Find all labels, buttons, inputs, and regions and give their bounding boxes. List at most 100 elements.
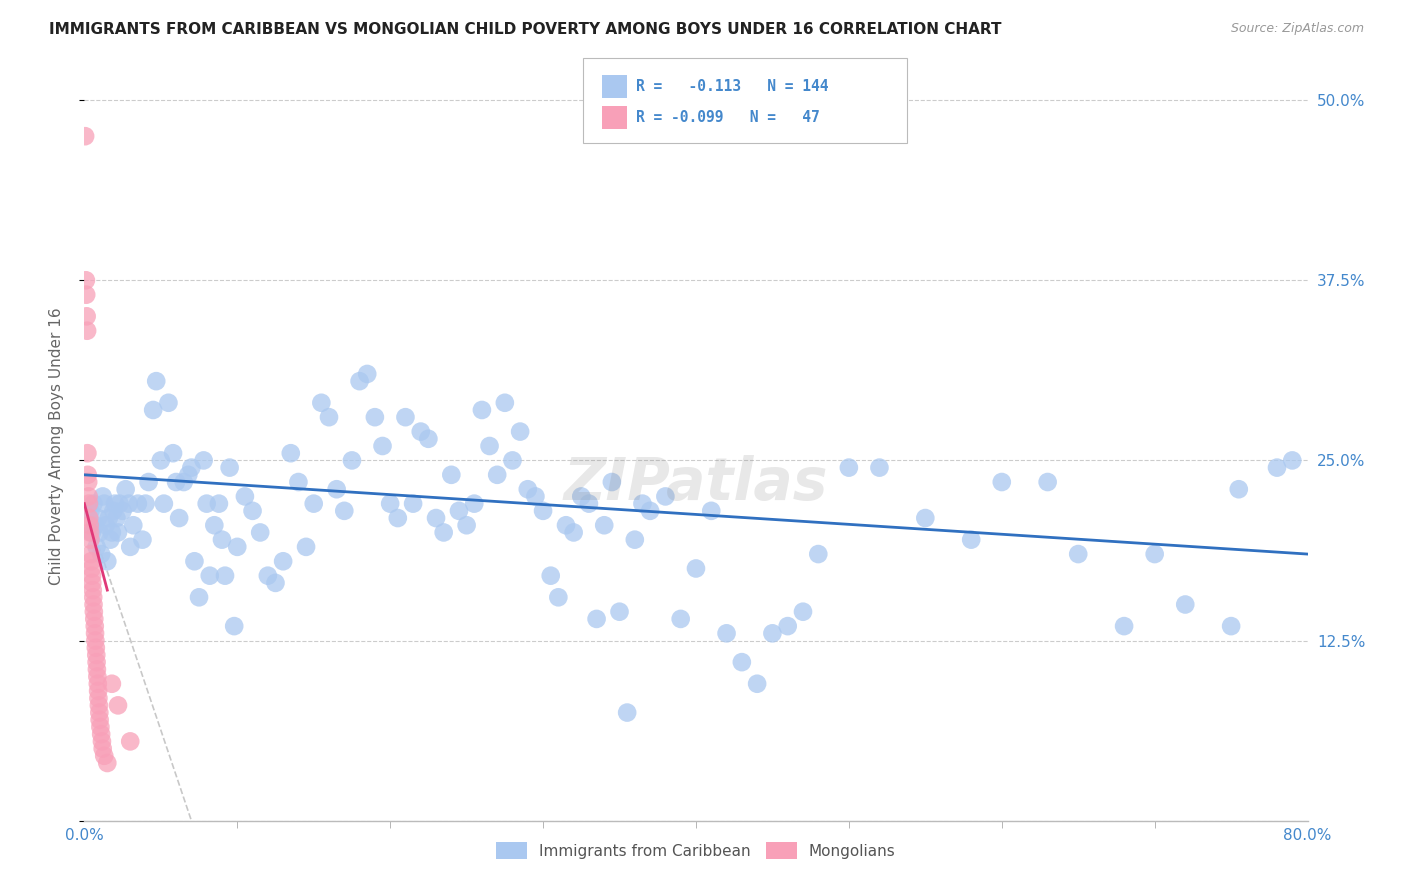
Point bbox=[89, 713, 111, 727]
Point bbox=[96, 554, 118, 568]
Point bbox=[80, 525, 103, 540]
Point bbox=[440, 467, 463, 482]
Legend: Immigrants from Caribbean, Mongolians: Immigrants from Caribbean, Mongolians bbox=[491, 836, 901, 865]
Point bbox=[685, 561, 707, 575]
Point bbox=[122, 518, 145, 533]
Point bbox=[180, 460, 202, 475]
Point bbox=[578, 497, 600, 511]
Point bbox=[114, 482, 136, 496]
Point bbox=[79, 518, 101, 533]
Point bbox=[84, 640, 107, 655]
Point bbox=[226, 540, 249, 554]
Point bbox=[214, 568, 236, 582]
Point bbox=[76, 446, 98, 460]
Point bbox=[616, 706, 638, 720]
Point bbox=[463, 497, 485, 511]
Point bbox=[111, 504, 134, 518]
Point bbox=[82, 591, 104, 605]
Point bbox=[202, 518, 225, 533]
Point bbox=[340, 453, 363, 467]
Point bbox=[547, 591, 569, 605]
Point bbox=[118, 497, 141, 511]
Point bbox=[183, 554, 205, 568]
Point bbox=[86, 540, 108, 554]
Point bbox=[93, 497, 115, 511]
Point bbox=[224, 619, 246, 633]
Point bbox=[83, 619, 105, 633]
Point bbox=[1036, 475, 1059, 489]
Point bbox=[700, 504, 723, 518]
Point bbox=[87, 511, 110, 525]
Point bbox=[96, 756, 118, 770]
Point bbox=[84, 626, 107, 640]
Point bbox=[76, 324, 98, 338]
Point bbox=[624, 533, 647, 547]
Point bbox=[631, 497, 654, 511]
Point bbox=[447, 504, 470, 518]
Point bbox=[93, 748, 115, 763]
Point bbox=[104, 497, 127, 511]
Point bbox=[84, 518, 107, 533]
Point bbox=[1227, 482, 1250, 496]
Point bbox=[654, 490, 676, 504]
Point bbox=[280, 446, 302, 460]
Y-axis label: Child Poverty Among Boys Under 16: Child Poverty Among Boys Under 16 bbox=[49, 307, 63, 585]
Point bbox=[531, 504, 554, 518]
Point bbox=[82, 575, 104, 590]
Text: ZIPatlas: ZIPatlas bbox=[564, 455, 828, 512]
Text: R =   -0.113   N = 144: R = -0.113 N = 144 bbox=[636, 79, 828, 94]
Point bbox=[271, 554, 294, 568]
Point bbox=[167, 511, 190, 525]
Point bbox=[433, 525, 456, 540]
Point bbox=[94, 518, 117, 533]
Point bbox=[87, 684, 110, 698]
Point bbox=[98, 533, 121, 547]
Point bbox=[107, 525, 129, 540]
Point bbox=[76, 467, 98, 482]
Point bbox=[107, 698, 129, 713]
Point bbox=[79, 504, 101, 518]
Point bbox=[79, 525, 101, 540]
Point bbox=[380, 497, 402, 511]
Point bbox=[77, 511, 100, 525]
Point bbox=[731, 655, 754, 669]
Point bbox=[105, 511, 128, 525]
Point bbox=[80, 554, 103, 568]
Point bbox=[75, 287, 97, 301]
Point bbox=[302, 497, 325, 511]
Point bbox=[807, 547, 830, 561]
Point bbox=[509, 425, 531, 439]
Point bbox=[638, 504, 661, 518]
Point bbox=[127, 497, 149, 511]
Point bbox=[120, 540, 142, 554]
Point bbox=[600, 475, 623, 489]
Point bbox=[1281, 453, 1303, 467]
Point bbox=[82, 583, 104, 598]
Point bbox=[89, 720, 111, 734]
Point bbox=[264, 575, 287, 590]
Point bbox=[90, 547, 112, 561]
Point bbox=[991, 475, 1014, 489]
Point bbox=[402, 497, 425, 511]
Point bbox=[75, 273, 97, 287]
Point bbox=[142, 403, 165, 417]
Point bbox=[569, 490, 592, 504]
Point bbox=[516, 482, 538, 496]
Point bbox=[195, 497, 218, 511]
Point bbox=[89, 525, 111, 540]
Point bbox=[387, 511, 409, 525]
Point bbox=[80, 568, 103, 582]
Point bbox=[494, 396, 516, 410]
Point bbox=[716, 626, 738, 640]
Point bbox=[1114, 619, 1136, 633]
Point bbox=[1143, 547, 1166, 561]
Point bbox=[555, 518, 578, 533]
Point bbox=[145, 374, 167, 388]
Point bbox=[108, 497, 131, 511]
Point bbox=[173, 475, 195, 489]
Point bbox=[394, 410, 416, 425]
Point bbox=[208, 497, 231, 511]
Point bbox=[562, 525, 585, 540]
Point bbox=[295, 540, 318, 554]
Point bbox=[761, 626, 783, 640]
